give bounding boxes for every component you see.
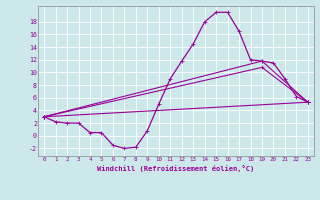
X-axis label: Windchill (Refroidissement éolien,°C): Windchill (Refroidissement éolien,°C) xyxy=(97,165,255,172)
